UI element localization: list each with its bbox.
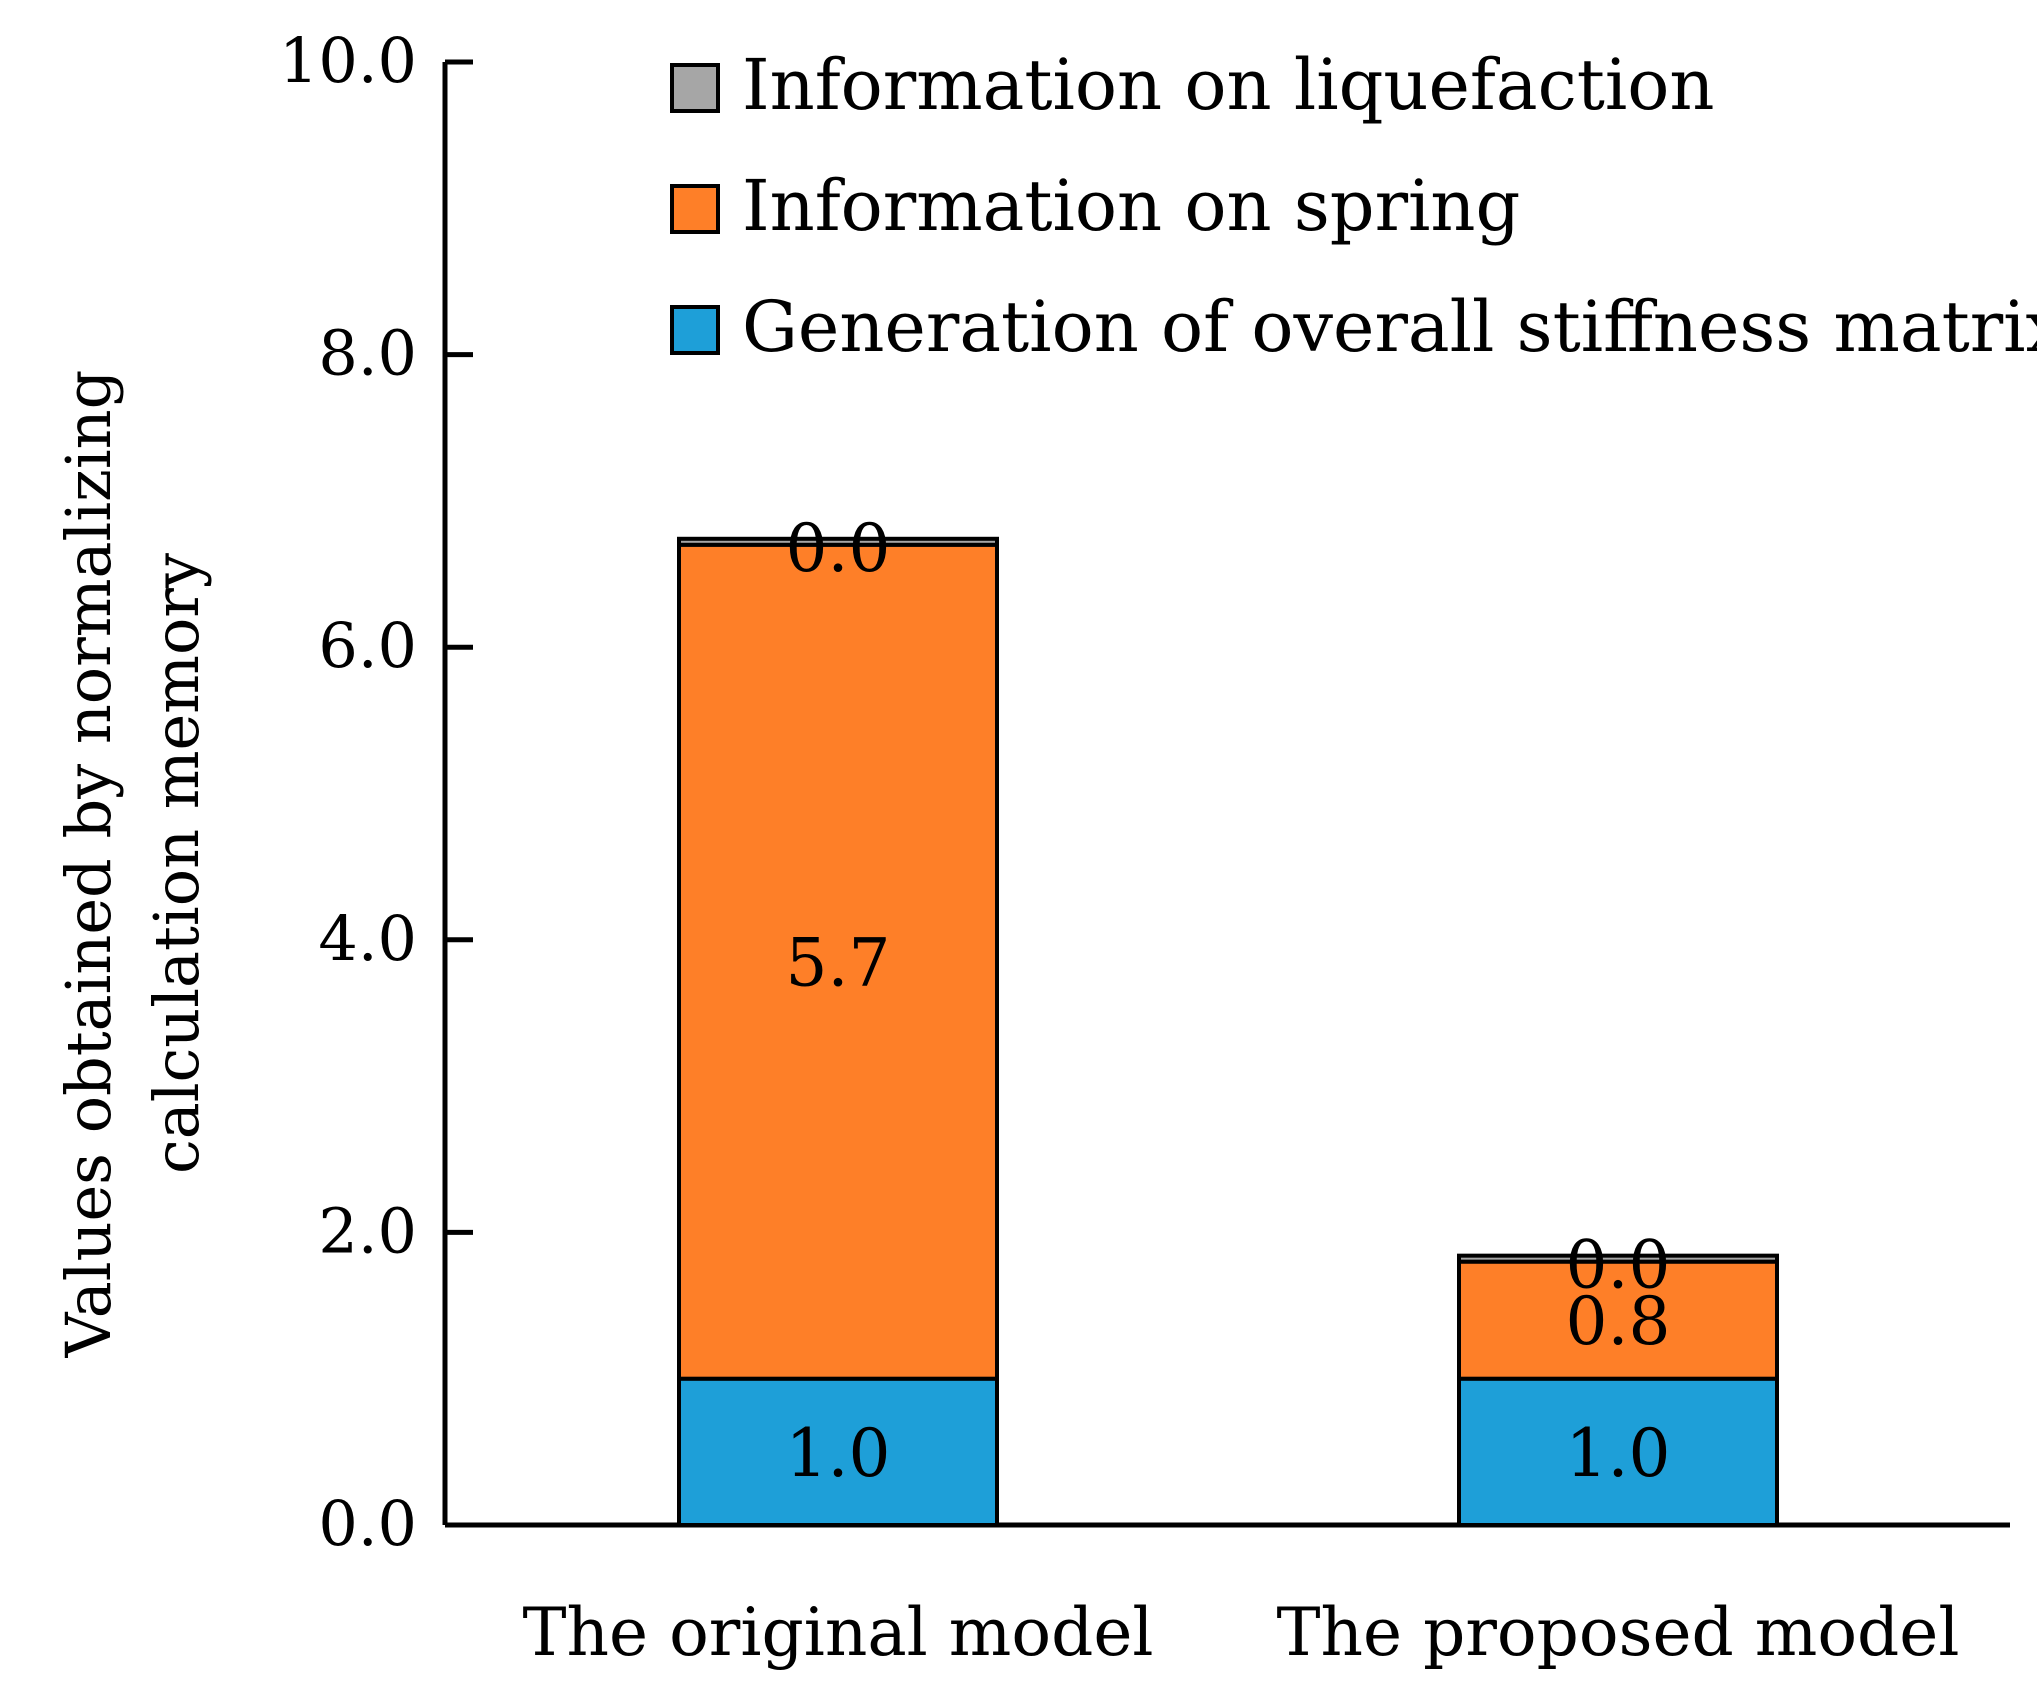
bars [677, 536, 1779, 1527]
x-category-label: The original model [523, 1594, 1154, 1671]
legend-label: Information on spring [742, 165, 1520, 247]
data-label: 1.0 [786, 1415, 891, 1492]
y-tick-label: 6.0 [318, 609, 417, 682]
data-label: 5.7 [786, 925, 891, 1002]
bar-segment-generation-of-overall-stiffness-matrix [677, 1376, 999, 1527]
data-label: 0.0 [786, 510, 891, 587]
x-category-label: The proposed model [1277, 1594, 1960, 1671]
bar-segment-information-on-spring [1457, 1259, 1779, 1381]
bar-segment-information-on-spring [677, 542, 999, 1381]
legend-label: Information on liquefaction [742, 44, 1715, 126]
legend-swatch [670, 63, 720, 113]
legend-swatch [670, 184, 720, 234]
data-label: 1.0 [1566, 1415, 1671, 1492]
y-axis-title: Values obtained by normalizing calculatio… [52, 370, 213, 1359]
y-tick-label: 4.0 [318, 902, 417, 975]
data-label: 0.0 [1566, 1227, 1671, 1304]
y-axis-title-line: calculation memory [140, 553, 213, 1174]
y-tick-label: 8.0 [318, 317, 417, 390]
legend: Information on liquefaction Information o… [670, 44, 2037, 368]
labels: 1.05.70.01.00.80.0 [786, 510, 1671, 1492]
y-tick-label: 10.0 [279, 24, 417, 97]
y-tick-label: 2.0 [318, 1194, 417, 1267]
y-axis-title-line: Values obtained by normalizing [52, 370, 125, 1359]
axes: 0.0 2.0 4.0 6.0 8.0 10.0 Values obtained by no… [52, 24, 2010, 1671]
bar-segment-information-on-liquefaction [1457, 1253, 1779, 1264]
data-label: 0.8 [1566, 1283, 1671, 1360]
legend-swatch [670, 305, 720, 355]
legend-label: Generation of overall stiffness matrix [742, 286, 2037, 368]
bar-segment-information-on-liquefaction [677, 536, 999, 547]
y-tick-label: 0.0 [318, 1487, 417, 1560]
